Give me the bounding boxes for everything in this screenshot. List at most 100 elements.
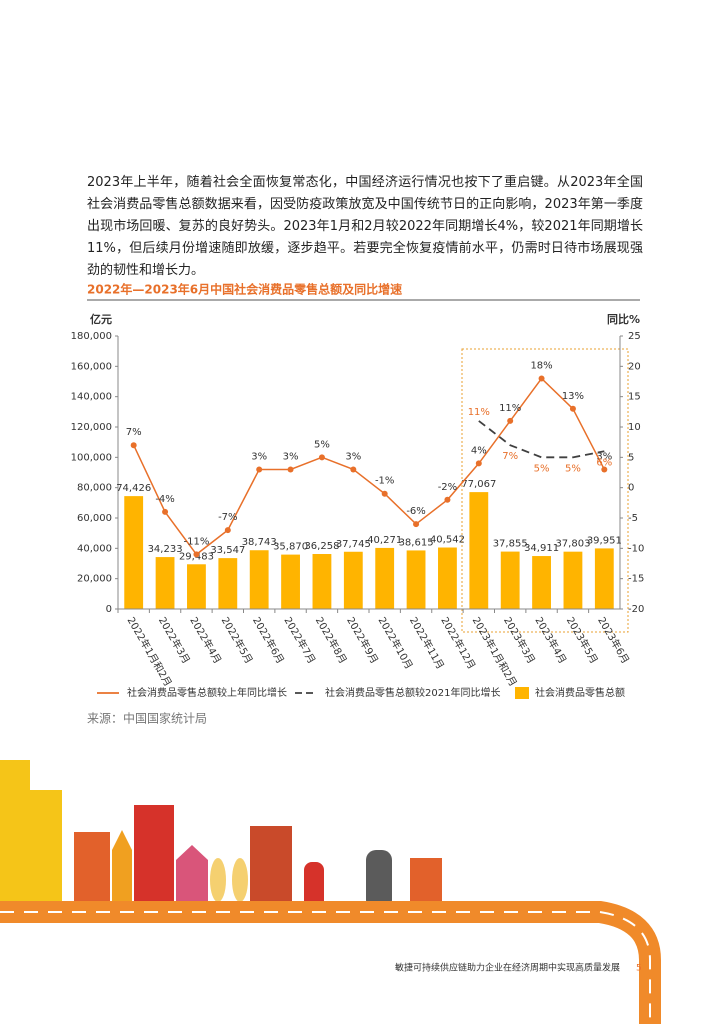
y-tick-label: 40,000 xyxy=(77,543,112,554)
legend-label: 社会消费品零售总额较上年同比增长 xyxy=(127,686,287,699)
line-value-label: 5% xyxy=(314,439,330,450)
line xyxy=(133,377,605,556)
point xyxy=(256,466,263,473)
bar xyxy=(218,558,238,609)
x-tick-label: 2023年6月 xyxy=(595,615,632,666)
bar xyxy=(594,548,614,609)
x-tick-label: 2022年3月 xyxy=(156,615,193,666)
bar-value-label: 35,870 xyxy=(273,542,308,553)
y2-tick-label: -5 xyxy=(628,513,638,524)
bar-value-label: 36,258 xyxy=(304,541,339,552)
bar xyxy=(438,547,457,609)
line-value-label: 3% xyxy=(251,451,267,462)
bar-value-label: 33,547 xyxy=(210,545,245,556)
line-value-label: 18% xyxy=(530,360,552,371)
y2-tick-label: 0 xyxy=(628,483,634,494)
y2-tick-label: 20 xyxy=(628,361,641,372)
point xyxy=(601,466,608,473)
x-tick-label: 2022年8月 xyxy=(313,615,350,666)
line-value-label: 5% xyxy=(565,463,581,474)
line-value-label: -4% xyxy=(155,494,174,505)
line-value-label: 4% xyxy=(471,445,487,456)
x-tick-label: 2023年3月 xyxy=(501,615,538,666)
legend-swatch xyxy=(515,687,529,699)
x-tick-label: 2022年7月 xyxy=(281,615,318,666)
bar xyxy=(532,556,551,609)
bar xyxy=(343,551,363,609)
line-value-label: 13% xyxy=(562,391,584,402)
city-illustration xyxy=(0,760,661,1024)
bar-value-label: 40,542 xyxy=(430,535,465,546)
bar-value-label: 37,803 xyxy=(555,539,590,550)
bar xyxy=(155,557,175,609)
x-tick-label: 2022年5月 xyxy=(219,615,256,666)
y-tick-label: 160,000 xyxy=(71,361,112,372)
point xyxy=(475,460,482,467)
line-value-label: -1% xyxy=(375,476,394,487)
line-value-label: 11% xyxy=(499,403,521,414)
x-tick-label: 2022年6月 xyxy=(250,615,287,666)
chart-title: 2022年—2023年6月中国社会消费品零售总额及同比增速 xyxy=(87,282,402,297)
line-value-label: 11% xyxy=(468,407,490,418)
line-value-label: -6% xyxy=(406,506,425,517)
line-value-label: -7% xyxy=(218,512,237,523)
bar xyxy=(187,564,206,609)
line-value-label: 6% xyxy=(596,457,612,468)
bar-value-label: 37,855 xyxy=(493,539,528,550)
y-tick-label: 20,000 xyxy=(77,574,112,585)
bar xyxy=(406,550,426,609)
bar xyxy=(375,547,395,609)
point xyxy=(193,551,200,558)
source: 来源：中国国家统计局 xyxy=(87,711,207,726)
point xyxy=(569,405,576,412)
y-tick-label: 180,000 xyxy=(71,331,112,342)
point xyxy=(350,466,357,473)
y2-tick-label: -20 xyxy=(628,604,644,615)
bar-value-label: 39,951 xyxy=(587,535,622,546)
x-tick-label: 2022年4月 xyxy=(187,615,224,666)
point xyxy=(224,527,231,534)
point xyxy=(507,417,514,424)
x-tick-label: 2022年9月 xyxy=(344,615,381,666)
point xyxy=(162,508,169,515)
highlight-box xyxy=(461,348,629,633)
paragraph: 2023年上半年，随着社会全面恢复常态化，中国经济运行情况也按下了重启键。从20… xyxy=(87,175,643,278)
bar-value-label: 77,067 xyxy=(461,479,496,490)
line-value-label: 7% xyxy=(126,427,142,438)
bar xyxy=(563,551,583,609)
line-value-label: 3% xyxy=(596,451,612,462)
y2-axis-label: 同比% xyxy=(607,312,640,326)
line-value-label: 3% xyxy=(345,451,361,462)
line-value-label: -2% xyxy=(438,482,457,493)
y2-tick-label: -10 xyxy=(628,543,644,554)
y-tick-label: 100,000 xyxy=(71,452,112,463)
y-tick-label: 0 xyxy=(106,604,112,615)
bar-value-label: 74,426 xyxy=(116,483,151,494)
bar xyxy=(500,551,520,609)
point xyxy=(444,496,451,503)
bar xyxy=(124,496,144,609)
y2-tick-label: -15 xyxy=(628,574,644,585)
y2-tick-label: 10 xyxy=(628,422,641,433)
y2-tick-label: 15 xyxy=(628,392,641,403)
bar-value-label: 34,233 xyxy=(148,544,183,555)
footer-text: 敏捷可持续供应链助力企业在经济周期中实现高质量发展 xyxy=(395,962,620,974)
line xyxy=(478,420,605,459)
point xyxy=(381,490,388,497)
point xyxy=(538,375,545,382)
y-tick-label: 80,000 xyxy=(77,483,112,494)
point xyxy=(287,466,294,473)
y-tick-label: 120,000 xyxy=(71,422,112,433)
bar-value-label: 38,743 xyxy=(242,537,277,548)
point xyxy=(130,442,137,449)
x-tick-label: 2023年4月 xyxy=(532,615,569,666)
bar xyxy=(312,554,332,609)
y-tick-label: 140,000 xyxy=(71,392,112,403)
line-value-label: 5% xyxy=(534,463,550,474)
page-number: 5 xyxy=(636,964,642,974)
line-value-label: -11% xyxy=(184,536,210,547)
point xyxy=(318,454,325,461)
legend-label: 社会消费品零售总额较2021年同比增长 xyxy=(325,686,500,699)
